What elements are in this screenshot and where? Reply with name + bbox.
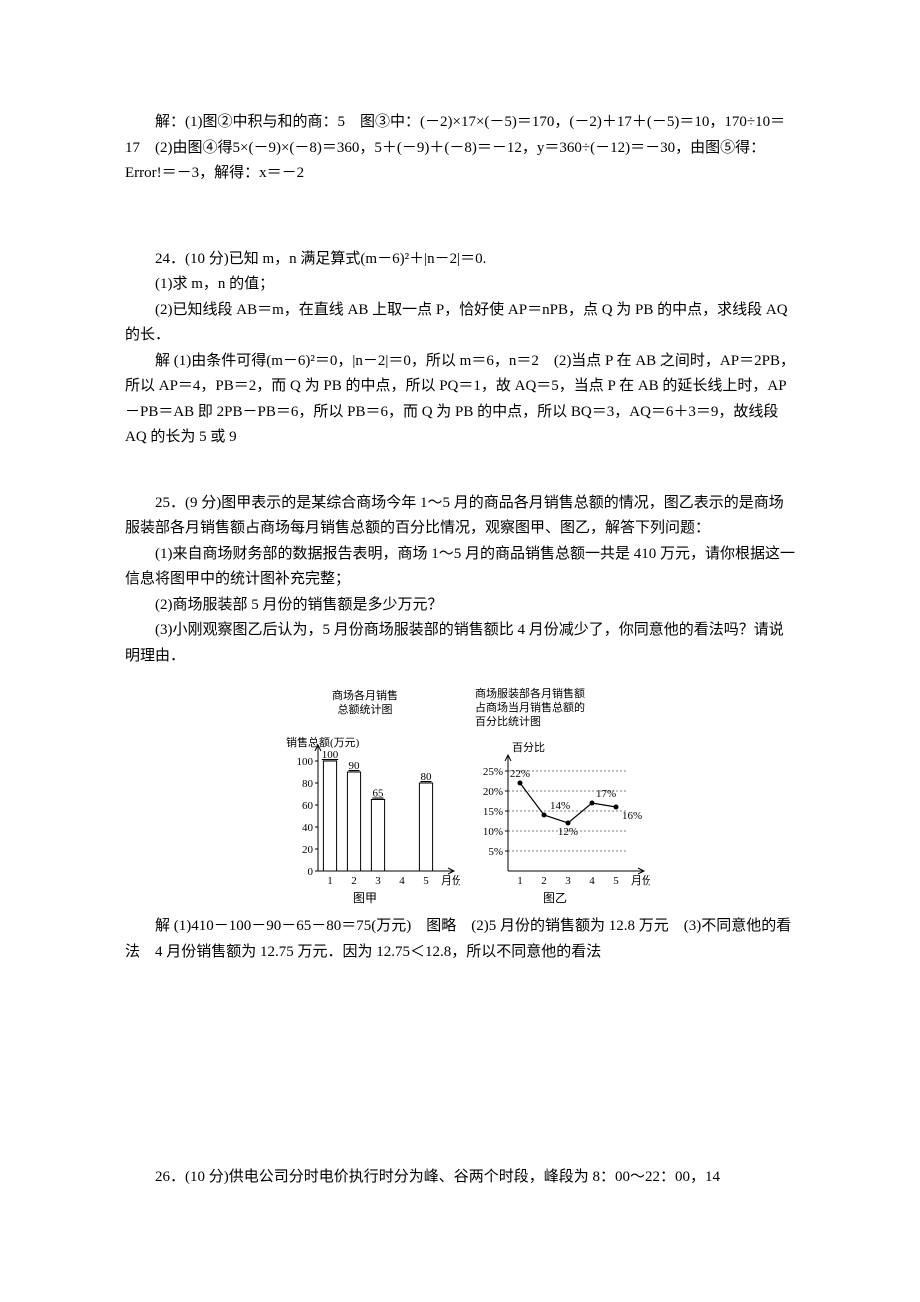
solution-23: 解：(1)图②中积与和的商：5 图③中：(－2)×17×(－5)＝170，(－2…	[125, 110, 795, 187]
svg-text:15%: 15%	[483, 806, 503, 818]
svg-text:1: 1	[327, 875, 333, 887]
svg-text:2: 2	[351, 875, 357, 887]
question-24-part1: (1)求 m，n 的值；	[125, 272, 795, 298]
svg-text:25%: 25%	[483, 766, 503, 778]
svg-text:图乙: 图乙	[543, 891, 567, 905]
svg-text:月份: 月份	[631, 874, 650, 887]
question-24-stem: 24．(10 分)已知 m，n 满足算式(m－6)²＋|n－2|＝0.	[125, 247, 795, 273]
svg-text:3: 3	[565, 875, 571, 887]
svg-text:商场各月销售: 商场各月销售	[332, 688, 398, 702]
svg-text:20%: 20%	[483, 786, 503, 798]
question-25-part3: (3)小刚观察图乙后认为，5 月份商场服装部的销售额比 4 月份减少了，你同意他…	[125, 618, 795, 669]
charts-container: 商场各月销售总额统计图销售总额(万元) 0 20 40 60 80 100 100 1 90 2 65…	[125, 683, 795, 908]
svg-text:3: 3	[375, 875, 381, 887]
svg-text:总额统计图: 总额统计图	[338, 702, 393, 716]
svg-text:1: 1	[517, 875, 523, 887]
question-25-stem: 25．(9 分)图甲表示的是某综合商场今年 1～5 月的商品各月销售总额的情况，…	[125, 491, 795, 542]
svg-text:80: 80	[421, 771, 433, 783]
svg-text:0: 0	[308, 866, 314, 878]
svg-text:百分比: 百分比	[512, 741, 545, 754]
svg-text:65: 65	[373, 788, 385, 800]
svg-text:月份: 月份	[441, 874, 460, 887]
line-chart-percent: 商场服装部各月销售额占商场当月销售总额的百分比统计图百分比 5% 10% 15% 20%…	[460, 683, 650, 908]
svg-text:百分比统计图: 百分比统计图	[475, 715, 541, 728]
svg-text:2: 2	[541, 875, 547, 887]
svg-text:80: 80	[302, 778, 314, 790]
question-24-part2: (2)已知线段 AB＝m，在直线 AB 上取一点 P，恰好使 AP＝nPB，点 …	[125, 298, 795, 349]
svg-text:14%: 14%	[550, 800, 570, 812]
svg-text:商场服装部各月销售额: 商场服装部各月销售额	[475, 686, 585, 700]
svg-text:12%: 12%	[558, 826, 578, 838]
svg-text:40: 40	[302, 822, 314, 834]
bar-chart-sales: 商场各月销售总额统计图销售总额(万元) 0 20 40 60 80 100 100 1 90 2 65…	[270, 683, 460, 908]
svg-text:占商场当月销售总额的: 占商场当月销售总额的	[475, 700, 585, 714]
svg-text:22%: 22%	[510, 768, 530, 780]
svg-text:5%: 5%	[488, 846, 503, 858]
document-page: 解：(1)图②中积与和的商：5 图③中：(－2)×17×(－5)＝170，(－2…	[0, 0, 920, 1302]
solution-24: 解 (1)由条件可得(m－6)²＝0，|n－2|＝0，所以 m＝6，n＝2 (2…	[125, 349, 795, 451]
svg-text:4: 4	[589, 875, 595, 887]
svg-text:4: 4	[399, 875, 405, 887]
question-25-part1: (1)来自商场财务部的数据报告表明，商场 1～5 月的商品销售总额一共是 410…	[125, 542, 795, 593]
svg-text:90: 90	[349, 760, 361, 772]
svg-text:60: 60	[302, 800, 314, 812]
svg-text:5: 5	[613, 875, 619, 887]
svg-text:17%: 17%	[596, 788, 616, 800]
svg-text:16%: 16%	[622, 810, 642, 822]
svg-text:5: 5	[423, 875, 429, 887]
svg-text:10%: 10%	[483, 826, 503, 838]
svg-text:100: 100	[322, 749, 339, 761]
svg-text:图甲: 图甲	[353, 891, 377, 905]
question-25-part2: (2)商场服装部 5 月份的销售额是多少万元？	[125, 593, 795, 619]
svg-text:销售总额(万元): 销售总额(万元)	[286, 735, 360, 749]
question-26-stem: 26．(10 分)供电公司分时电价执行时分为峰、谷两个时段，峰段为 8：00～2…	[125, 1165, 795, 1191]
svg-text:100: 100	[297, 756, 314, 768]
solution-25: 解 (1)410－100－90－65－80＝75(万元) 图略 (2)5 月份的…	[125, 914, 795, 965]
svg-text:20: 20	[302, 844, 314, 856]
